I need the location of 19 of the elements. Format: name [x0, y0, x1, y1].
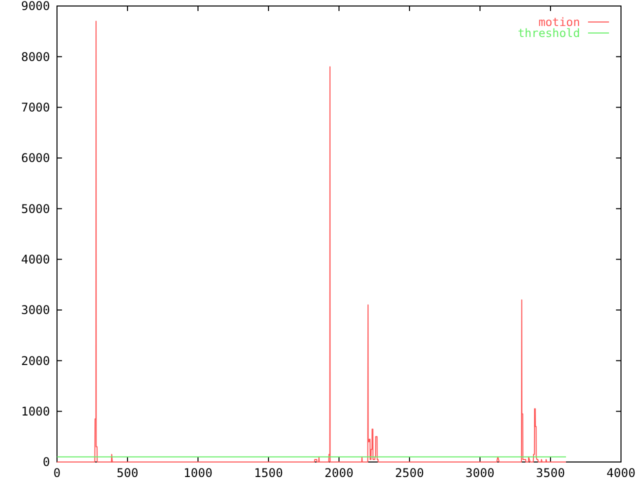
y-tick-label: 9000	[21, 0, 50, 14]
y-tick-label: 5000	[21, 202, 50, 216]
x-tick-label: 1500	[254, 466, 283, 480]
y-tick-label: 8000	[21, 50, 50, 64]
x-tick-label: 1000	[184, 466, 212, 480]
x-tick-label: 3000	[466, 466, 494, 480]
y-tick-label: 4000	[21, 252, 50, 267]
x-tick-label: 0	[53, 466, 61, 480]
x-tick-label: 2000	[324, 466, 354, 480]
y-tick-label: 0	[42, 455, 50, 470]
x-tick-label: 500	[116, 466, 138, 480]
y-tick-label: 3000	[21, 303, 50, 318]
x-tick-label: 3500	[536, 466, 565, 480]
x-tick-label: 4000	[606, 466, 636, 480]
y-tick-label: 1000	[21, 404, 50, 419]
y-tick-label: 6000	[21, 151, 50, 166]
y-tick-label: 7000	[21, 100, 50, 115]
y-tick-label: 2000	[21, 354, 50, 368]
x-tick-label: 2500	[395, 466, 424, 480]
